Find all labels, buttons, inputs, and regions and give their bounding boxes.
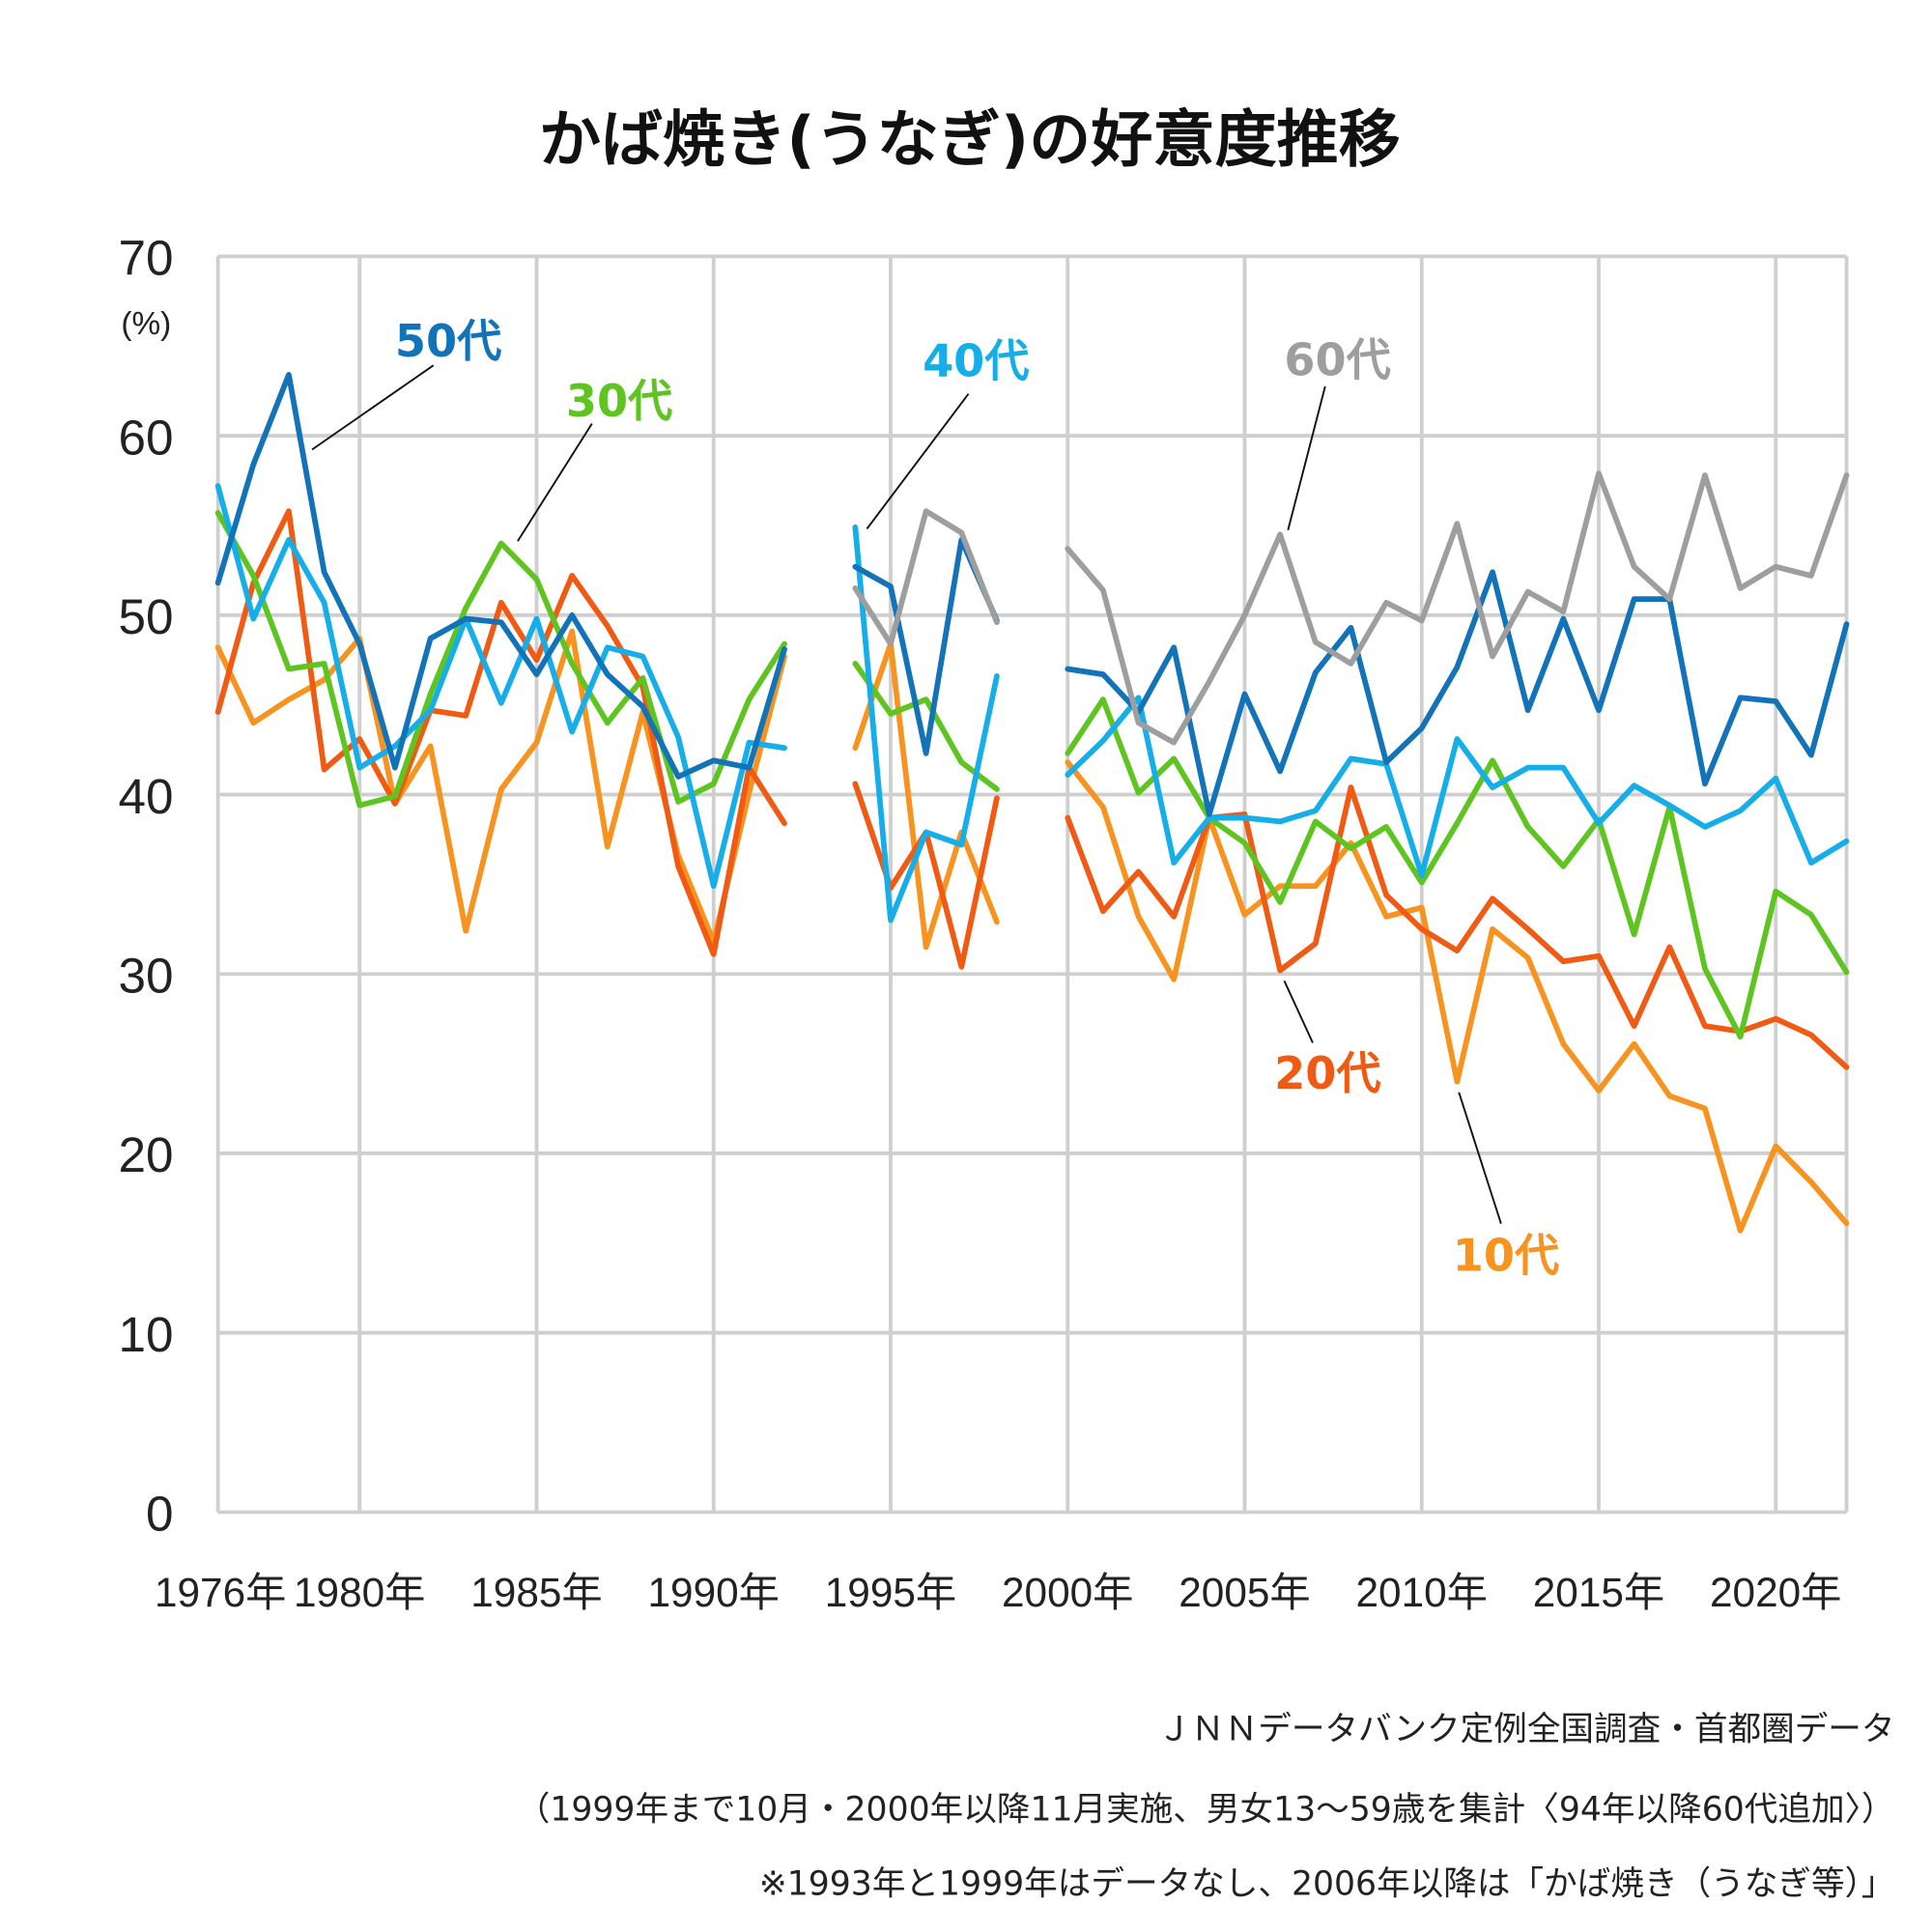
y-tick-label: 10 [118, 1307, 173, 1362]
series-line-60s [1065, 470, 1850, 746]
x-tick-label: 2005年 [1179, 1570, 1310, 1615]
label-leaders [311, 364, 1502, 1224]
series-label: 10代 [1453, 1229, 1559, 1281]
x-tick-label: 1995年 [825, 1570, 956, 1615]
y-axis: 0 10 20 30 40 50 60 70 [118, 231, 173, 1542]
series-line-50s [1065, 569, 1850, 817]
series-line-10s [214, 628, 787, 945]
series-line-30s [852, 661, 1000, 792]
y-tick-label: 30 [118, 948, 173, 1003]
method-note: （1999年まで10月・2000年以降11月実施、男女13～59歳を集計〈94年… [517, 1791, 1895, 1830]
series-line-30s [214, 510, 787, 809]
y-axis-unit: (%) [121, 306, 171, 342]
leader-line [1458, 1092, 1502, 1224]
x-tick-label: 1980年 [294, 1570, 425, 1615]
leader-line [517, 422, 593, 542]
series-line-10s [1065, 759, 1850, 1234]
series-label: 40代 [923, 335, 1029, 387]
source-note: ＪＮＮデータバンク定例全国調査・首都圏データ [1157, 1710, 1894, 1748]
series-line-30s [1065, 696, 1850, 1040]
series-line-40s [1065, 695, 1850, 878]
x-tick-label: 2015年 [1533, 1570, 1664, 1615]
chart-title: かば焼き(うなぎ)の好意度推移 [539, 105, 1401, 177]
series-lines [214, 372, 1850, 1234]
series-line-20s [214, 508, 787, 957]
x-tick-label: 2000年 [1002, 1570, 1133, 1615]
series-line-10s [852, 640, 1000, 951]
leader-line [1283, 980, 1314, 1043]
series-label: 50代 [395, 315, 501, 367]
y-tick-label: 20 [118, 1127, 173, 1182]
y-tick-label: 50 [118, 589, 173, 644]
leader-line [311, 364, 435, 451]
y-tick-label: 0 [146, 1487, 174, 1542]
series-line-40s [852, 524, 1000, 923]
series-line-20s [1065, 784, 1850, 1070]
x-axis: 1976年 1980年 1985年 1990年 1995年 2000年 2005年 2010年… [155, 1570, 1841, 1615]
series-label: 60代 [1284, 333, 1390, 385]
series-label: 20代 [1274, 1047, 1380, 1099]
x-tick-label: 1990年 [648, 1570, 780, 1615]
series-label: 30代 [566, 375, 672, 427]
missing-data-note: ※1993年と1999年はデータなし、2006年以降は「かば焼き（うなぎ等）」 [759, 1865, 1895, 1904]
x-tick-label: 2020年 [1710, 1570, 1841, 1615]
x-tick-label: 1976年 [155, 1570, 286, 1615]
y-tick-label: 40 [118, 769, 173, 824]
series-line-60s [852, 508, 1000, 647]
y-tick-label: 60 [118, 410, 173, 465]
series-line-50s [214, 372, 787, 780]
leader-line [1287, 385, 1326, 530]
x-tick-label: 2010年 [1356, 1570, 1488, 1615]
grid [215, 254, 1849, 1515]
series-labels: 50代 30代 40代 60代 20代 10代 [395, 315, 1559, 1281]
y-tick-label: 70 [118, 231, 173, 286]
series-line-40s [214, 483, 787, 890]
leader-line [866, 393, 970, 530]
x-tick-label: 1985年 [470, 1570, 602, 1615]
